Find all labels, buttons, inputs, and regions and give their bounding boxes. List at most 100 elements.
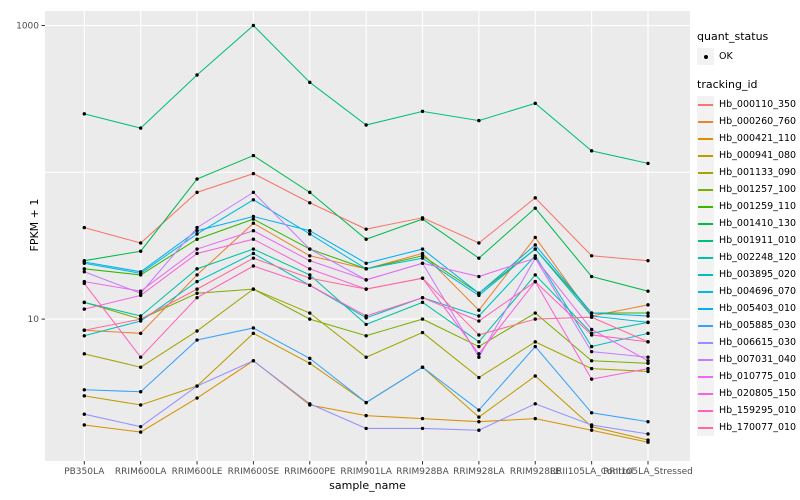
data-point <box>533 374 537 378</box>
legend-item: Hb_001410_130 <box>697 215 800 232</box>
data-point <box>82 270 87 274</box>
data-point <box>533 247 537 251</box>
data-point <box>138 317 143 321</box>
data-point <box>195 267 199 271</box>
data-point <box>195 225 199 230</box>
legend-key-swatch <box>697 334 714 351</box>
legend-key-swatch <box>697 96 714 113</box>
data-point <box>308 254 312 258</box>
data-point <box>477 340 481 344</box>
data-point <box>589 254 594 258</box>
data-point <box>308 276 312 280</box>
y-axis-title: FPKM + 1 <box>27 198 41 252</box>
legend-key-swatch <box>697 147 714 164</box>
data-point <box>82 412 87 416</box>
data-point <box>195 237 199 241</box>
data-point <box>82 260 87 264</box>
data-point <box>138 314 143 318</box>
legend-item: Hb_002248_120 <box>697 249 800 266</box>
legend-item: Hb_001259_110 <box>697 198 800 215</box>
data-point <box>364 227 368 231</box>
data-point <box>251 326 256 330</box>
data-point <box>138 403 143 407</box>
legend-item-label: Hb_005885_030 <box>719 320 797 331</box>
data-point <box>251 217 256 221</box>
legend-key-swatch <box>697 198 714 215</box>
data-point <box>477 333 481 337</box>
data-point <box>646 438 650 442</box>
data-point <box>251 153 256 158</box>
data-point <box>646 355 650 359</box>
legend-key-swatch <box>697 402 714 419</box>
data-point <box>251 198 256 202</box>
data-point <box>533 235 537 240</box>
data-point <box>138 365 143 369</box>
data-point <box>477 319 481 323</box>
data-point <box>364 413 368 418</box>
data-point <box>420 247 425 251</box>
data-point <box>308 283 312 287</box>
data-point <box>420 256 425 260</box>
data-point <box>477 355 481 359</box>
data-point <box>195 232 199 236</box>
legend-item-label: Hb_001257_100 <box>719 184 797 195</box>
legend-title-tracking-id: tracking_id <box>697 78 758 91</box>
x-axis-title: sample_name <box>329 479 406 492</box>
data-point <box>308 258 312 263</box>
data-point <box>308 229 312 233</box>
data-point <box>646 420 650 424</box>
data-point <box>364 314 368 318</box>
legend-item-label: Hb_000110_350 <box>719 99 797 110</box>
data-point <box>82 281 87 286</box>
legend-item-label: Hb_000421_110 <box>719 133 797 144</box>
data-point <box>646 320 650 325</box>
data-point <box>477 314 481 318</box>
data-point <box>251 264 256 268</box>
data-point <box>420 416 425 421</box>
legend-item-label: Hb_000941_080 <box>719 150 797 161</box>
legend-item: Hb_004696_070 <box>697 283 800 300</box>
legend-item: Hb_005885_030 <box>697 317 800 334</box>
legend-item: Hb_000421_110 <box>697 130 800 147</box>
data-point <box>477 308 481 312</box>
data-point <box>533 279 537 284</box>
line-icon <box>698 205 713 208</box>
legend-key-swatch <box>697 351 714 368</box>
data-point <box>251 229 256 233</box>
legend-item: Hb_000110_350 <box>697 96 800 113</box>
legend-item-label: Hb_010775_010 <box>719 371 797 382</box>
data-point <box>477 118 481 123</box>
data-point <box>420 317 425 321</box>
legend-item-label: Hb_001259_110 <box>719 201 797 212</box>
legend-item-label: Hb_001410_130 <box>719 218 797 229</box>
legend-item: Hb_005403_010 <box>697 300 800 317</box>
data-point <box>82 388 87 392</box>
data-point <box>138 270 143 274</box>
legend-item-label: Hb_006615_030 <box>719 337 797 348</box>
data-point <box>251 237 256 241</box>
data-point <box>82 352 87 356</box>
line-icon <box>698 324 713 327</box>
legend-key-swatch <box>697 317 714 334</box>
data-point <box>195 190 199 195</box>
legend-item-label: Hb_020805_150 <box>719 388 797 399</box>
legend-item-label: Hb_002248_120 <box>719 252 797 263</box>
data-point <box>195 177 199 181</box>
data-point <box>646 311 650 315</box>
data-point <box>138 289 143 293</box>
x-tick-label: RRIM600LA <box>115 467 167 477</box>
data-point <box>533 243 537 247</box>
legend-key-swatch <box>697 164 714 181</box>
data-point <box>82 300 87 305</box>
data-point <box>364 426 368 431</box>
data-point <box>533 317 537 321</box>
data-point <box>364 267 368 271</box>
data-point <box>82 328 87 332</box>
data-point <box>420 217 425 221</box>
legend-items: Hb_000110_350 Hb_000260_760 Hb_000421_110 H… <box>697 96 800 436</box>
data-point <box>420 365 425 369</box>
data-point <box>251 214 256 219</box>
data-point <box>589 311 594 315</box>
legend-item-label: Hb_001911_010 <box>719 235 797 246</box>
